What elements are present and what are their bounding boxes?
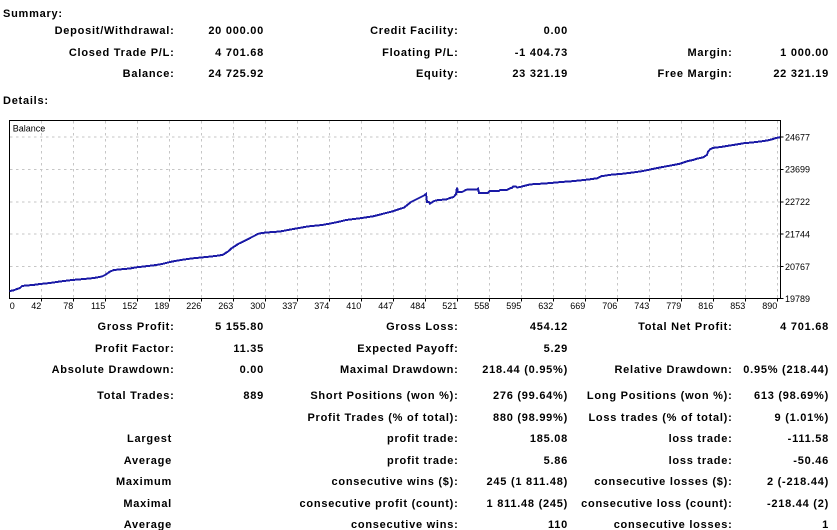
svg-text:300: 300: [250, 301, 265, 311]
svg-text:447: 447: [378, 301, 393, 311]
svg-text:19789: 19789: [785, 294, 810, 304]
svg-text:706: 706: [602, 301, 617, 311]
svg-text:558: 558: [474, 301, 489, 311]
svg-text:632: 632: [538, 301, 553, 311]
svg-text:Balance: Balance: [13, 124, 46, 134]
svg-text:226: 226: [186, 301, 201, 311]
svg-text:78: 78: [63, 301, 73, 311]
svg-text:743: 743: [634, 301, 649, 311]
svg-text:24677: 24677: [785, 132, 810, 142]
svg-text:21744: 21744: [785, 230, 810, 240]
svg-text:779: 779: [666, 301, 681, 311]
svg-text:20767: 20767: [785, 262, 810, 272]
svg-text:669: 669: [570, 301, 585, 311]
svg-text:890: 890: [762, 301, 777, 311]
svg-text:337: 337: [282, 301, 297, 311]
svg-text:23699: 23699: [785, 165, 810, 175]
svg-text:521: 521: [442, 301, 457, 311]
svg-text:22722: 22722: [785, 197, 810, 207]
svg-text:484: 484: [410, 301, 425, 311]
svg-text:595: 595: [506, 301, 521, 311]
svg-text:189: 189: [154, 301, 169, 311]
svg-text:263: 263: [218, 301, 233, 311]
svg-text:374: 374: [314, 301, 329, 311]
svg-text:152: 152: [122, 301, 137, 311]
svg-text:0: 0: [10, 301, 15, 311]
svg-text:410: 410: [346, 301, 361, 311]
svg-text:816: 816: [698, 301, 713, 311]
svg-text:42: 42: [31, 301, 41, 311]
svg-text:853: 853: [730, 301, 745, 311]
svg-text:115: 115: [91, 301, 105, 311]
